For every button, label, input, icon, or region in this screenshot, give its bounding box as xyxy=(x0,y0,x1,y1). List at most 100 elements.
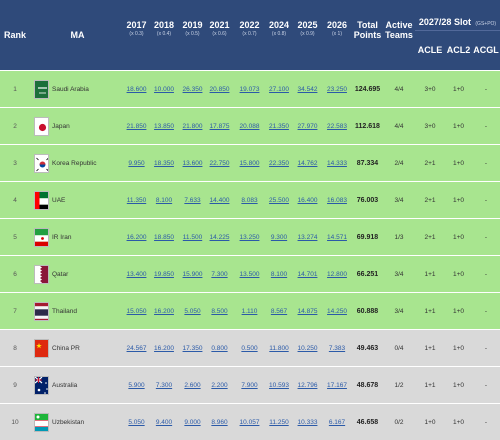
year-points-cell-text[interactable]: 15.900 xyxy=(182,270,203,278)
year-points-cell[interactable]: 10.000 xyxy=(148,71,180,107)
year-points-cell[interactable]: 20.850 xyxy=(205,71,234,107)
year-points-cell-text[interactable]: 17.167 xyxy=(327,381,347,389)
year-points-cell-text[interactable]: 20.088 xyxy=(239,122,260,130)
year-points-cell-text[interactable]: 8.100 xyxy=(155,196,173,204)
table-row[interactable]: 9 Australia 5.900 7.300 2.600 2.200 7.900 10.59… xyxy=(0,366,500,403)
table-row[interactable]: 10 Uzbekistan 5.050 9.400 9.000 8.960 10.057 11… xyxy=(0,403,500,440)
year-points-cell-text[interactable]: 10.333 xyxy=(297,418,318,426)
year-points-cell-text[interactable]: 22.750 xyxy=(209,159,230,167)
table-row[interactable]: 1 Saudi Arabia 18.600 10.000 26.350 20.850 19.… xyxy=(0,70,500,107)
year-points-cell[interactable]: 9.400 xyxy=(148,404,180,440)
year-points-cell-text[interactable]: 20.850 xyxy=(209,85,230,93)
year-points-cell[interactable]: 19.073 xyxy=(234,71,265,107)
year-points-cell[interactable]: 12.800 xyxy=(322,256,352,292)
year-points-cell-text[interactable]: 17.875 xyxy=(209,122,230,130)
year-points-cell-text[interactable]: 13.500 xyxy=(239,270,260,278)
year-points-cell[interactable]: 16.200 xyxy=(148,330,180,366)
table-row[interactable]: 3 Korea Republic 9.950 18.350 13.600 22.750 15… xyxy=(0,144,500,181)
year-points-cell-text[interactable]: 27.100 xyxy=(269,85,289,93)
year-points-cell-text[interactable]: 14.875 xyxy=(297,307,318,315)
year-points-cell[interactable]: 13.400 xyxy=(125,256,148,292)
year-points-cell-text[interactable]: 0.800 xyxy=(211,344,228,352)
year-points-cell-text[interactable]: 26.350 xyxy=(182,85,203,93)
year-points-cell-text[interactable]: 18.600 xyxy=(126,85,147,93)
year-points-cell-text[interactable]: 8.083 xyxy=(241,196,258,204)
year-points-cell-text[interactable]: 8.500 xyxy=(211,307,228,315)
year-points-cell-text[interactable]: 7.900 xyxy=(241,381,258,389)
year-points-cell[interactable]: 15.800 xyxy=(234,145,265,181)
year-points-cell[interactable]: 21.800 xyxy=(180,108,205,144)
year-points-cell-text[interactable]: 23.250 xyxy=(327,85,347,93)
year-points-cell[interactable]: 15.900 xyxy=(180,256,205,292)
year-points-cell[interactable]: 14.400 xyxy=(205,182,234,218)
year-points-cell[interactable]: 17.350 xyxy=(180,330,205,366)
year-points-cell[interactable]: 14.762 xyxy=(293,145,322,181)
year-points-cell-text[interactable]: 0.500 xyxy=(241,344,258,352)
year-points-cell[interactable]: 18.600 xyxy=(125,71,148,107)
year-points-cell[interactable]: 34.542 xyxy=(293,71,322,107)
year-points-cell[interactable]: 22.350 xyxy=(265,145,293,181)
year-points-cell[interactable]: 13.274 xyxy=(293,219,322,255)
year-points-cell[interactable]: 2.200 xyxy=(205,367,234,403)
year-points-cell[interactable]: 27.100 xyxy=(265,71,293,107)
year-points-cell[interactable]: 26.350 xyxy=(180,71,205,107)
year-points-cell[interactable]: 14.225 xyxy=(205,219,234,255)
year-points-cell-text[interactable]: 5.050 xyxy=(184,307,201,315)
year-points-cell[interactable]: 8.567 xyxy=(265,293,293,329)
table-row[interactable]: 7 Thailand 15.050 16.200 5.050 8.500 1.110 8.56… xyxy=(0,292,500,329)
table-row[interactable]: 4 UAE 11.350 8.100 7.633 14.400 8.083 25.500 16.… xyxy=(0,181,500,218)
year-points-cell-text[interactable]: 9.300 xyxy=(270,233,288,241)
year-points-cell[interactable]: 9.950 xyxy=(125,145,148,181)
year-points-cell[interactable]: 14.875 xyxy=(293,293,322,329)
year-points-cell[interactable]: 9.000 xyxy=(180,404,205,440)
year-points-cell[interactable]: 8.100 xyxy=(265,256,293,292)
year-points-cell[interactable]: 14.333 xyxy=(322,145,352,181)
year-points-cell[interactable]: 23.250 xyxy=(322,71,352,107)
year-points-cell[interactable]: 2.600 xyxy=(180,367,205,403)
year-points-cell[interactable]: 7.300 xyxy=(148,367,180,403)
year-points-cell-text[interactable]: 34.542 xyxy=(297,85,318,93)
year-points-cell-text[interactable]: 14.701 xyxy=(297,270,318,278)
year-points-cell-text[interactable]: 15.800 xyxy=(239,159,260,167)
year-points-cell[interactable]: 17.875 xyxy=(205,108,234,144)
year-points-cell-text[interactable]: 7.300 xyxy=(155,381,173,389)
year-points-cell-text[interactable]: 9.000 xyxy=(184,418,201,426)
year-points-cell-text[interactable]: 10.057 xyxy=(239,418,260,426)
year-points-cell[interactable]: 11.800 xyxy=(265,330,293,366)
year-points-cell[interactable]: 8.960 xyxy=(205,404,234,440)
year-points-cell-text[interactable]: 8.960 xyxy=(211,418,228,426)
year-points-cell[interactable]: 14.571 xyxy=(322,219,352,255)
year-points-cell-text[interactable]: 13.274 xyxy=(297,233,318,241)
year-points-cell-text[interactable]: 25.500 xyxy=(269,196,289,204)
year-points-cell[interactable]: 19.850 xyxy=(148,256,180,292)
year-points-cell-text[interactable]: 21.350 xyxy=(269,122,289,130)
year-points-cell-text[interactable]: 9.400 xyxy=(155,418,173,426)
year-points-cell[interactable]: 16.083 xyxy=(322,182,352,218)
year-points-cell-text[interactable]: 13.850 xyxy=(154,122,174,130)
year-points-cell-text[interactable]: 8.100 xyxy=(270,270,288,278)
year-points-cell[interactable]: 14.250 xyxy=(322,293,352,329)
year-points-cell[interactable]: 10.593 xyxy=(265,367,293,403)
year-points-cell[interactable]: 12.796 xyxy=(293,367,322,403)
year-points-cell[interactable]: 24.567 xyxy=(125,330,148,366)
year-points-cell[interactable]: 5.900 xyxy=(125,367,148,403)
year-points-cell-text[interactable]: 7.300 xyxy=(211,270,228,278)
year-points-cell[interactable]: 27.970 xyxy=(293,108,322,144)
year-points-cell-text[interactable]: 16.200 xyxy=(126,233,147,241)
year-points-cell[interactable]: 6.167 xyxy=(322,404,352,440)
year-points-cell-text[interactable]: 18.350 xyxy=(154,159,174,167)
year-points-cell-text[interactable]: 2.200 xyxy=(211,381,228,389)
year-points-cell[interactable]: 13.850 xyxy=(148,108,180,144)
table-row[interactable]: 5 IR Iran 16.200 18.850 11.500 14.225 13.250 9.… xyxy=(0,218,500,255)
year-points-cell[interactable]: 8.500 xyxy=(205,293,234,329)
year-points-cell[interactable]: 7.383 xyxy=(322,330,352,366)
year-points-cell[interactable]: 21.850 xyxy=(125,108,148,144)
year-points-cell[interactable]: 11.500 xyxy=(180,219,205,255)
year-points-cell-text[interactable]: 18.850 xyxy=(154,233,174,241)
year-points-cell-text[interactable]: 11.350 xyxy=(126,196,147,204)
year-points-cell[interactable]: 13.500 xyxy=(234,256,265,292)
year-points-cell[interactable]: 22.583 xyxy=(322,108,352,144)
year-points-cell-text[interactable]: 14.400 xyxy=(209,196,230,204)
year-points-cell-text[interactable]: 9.950 xyxy=(128,159,145,167)
year-points-cell[interactable]: 1.110 xyxy=(234,293,265,329)
